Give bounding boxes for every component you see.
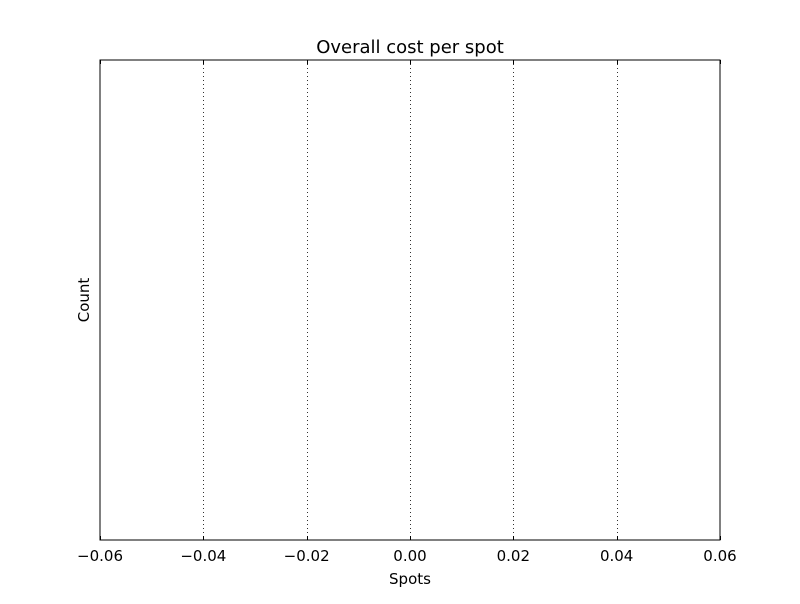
x-tick-label: −0.04	[180, 547, 226, 565]
x-tick-label: −0.02	[284, 547, 330, 565]
x-tick-label: 0.04	[600, 547, 633, 565]
y-axis-label: Count	[75, 278, 93, 323]
chart-title: Overall cost per spot	[316, 37, 504, 58]
x-tick-label: 0.00	[393, 547, 426, 565]
x-tick-label: −0.06	[77, 547, 123, 565]
grid-layer	[203, 60, 618, 540]
x-axis-label: Spots	[389, 570, 431, 588]
x-tick-label: 0.06	[703, 547, 736, 565]
x-tick-label: 0.02	[497, 547, 530, 565]
ticks-layer: −0.06 −0.04 −0.02 0.00 0.02 0.04 0.06	[77, 60, 737, 565]
